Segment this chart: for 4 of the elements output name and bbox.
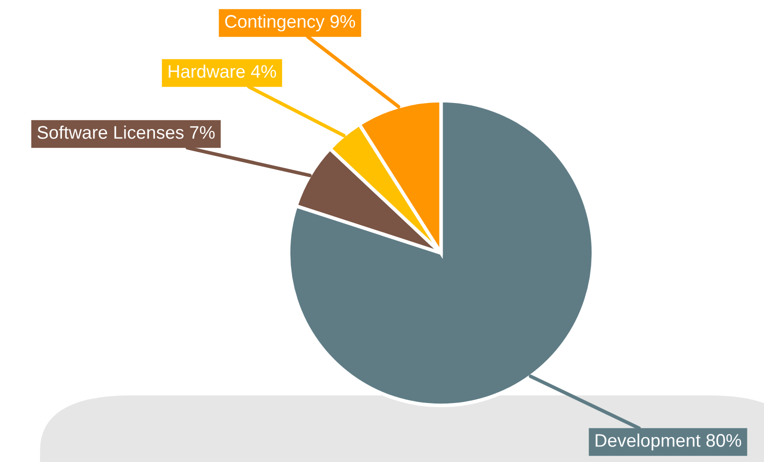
slice-label: Development 80% <box>596 434 742 450</box>
slice-label: Contingency 9% <box>225 14 356 32</box>
slice-label: Software Licenses 7% <box>38 126 215 139</box>
slice-label: Hardware 4% <box>168 64 276 78</box>
